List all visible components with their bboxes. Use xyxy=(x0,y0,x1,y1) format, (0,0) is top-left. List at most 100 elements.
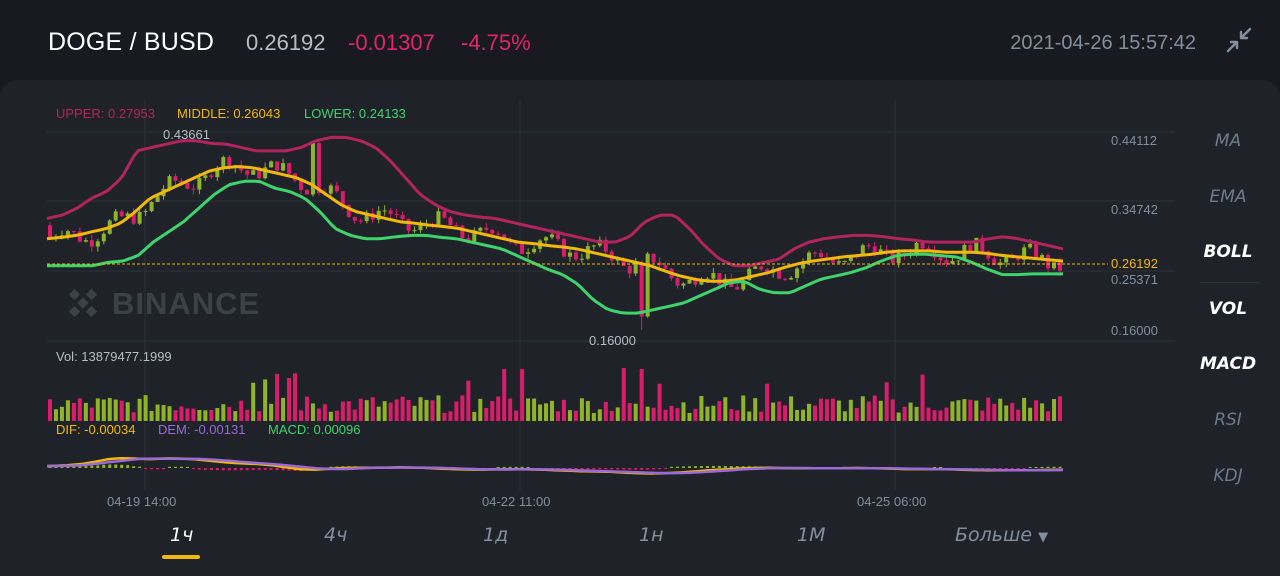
indicator-kdj[interactable]: KDJ xyxy=(1213,466,1243,486)
candle-body xyxy=(65,231,70,236)
macd-histogram-bar xyxy=(168,466,172,468)
macd-histogram-bar xyxy=(580,468,584,470)
candle-body xyxy=(442,211,447,218)
interval-more[interactable]: Больше ▼ xyxy=(955,524,1048,546)
interval-1d[interactable]: 1д xyxy=(483,524,509,546)
candle-body xyxy=(579,258,584,260)
macd-histogram-bar xyxy=(287,468,291,471)
volume-bar xyxy=(275,373,280,421)
volume-bar xyxy=(1058,396,1063,421)
macd-histogram-bar xyxy=(191,468,195,470)
macd-histogram-bar xyxy=(508,466,512,468)
candle-body xyxy=(992,258,997,266)
more-label: Больше xyxy=(955,524,1033,546)
macd-histogram-bar xyxy=(96,465,100,468)
candle-body xyxy=(227,157,232,168)
interval-1w[interactable]: 1н xyxy=(639,524,664,546)
volume-bar xyxy=(269,403,274,421)
candle-body xyxy=(795,268,800,278)
indicator-rsi[interactable]: RSI xyxy=(1214,410,1242,430)
candle-body xyxy=(346,204,351,217)
candle-body xyxy=(777,269,782,279)
volume-bar xyxy=(59,406,64,421)
indicator-ema[interactable]: EMA xyxy=(1209,187,1247,207)
price-tick: 0.25371 xyxy=(1111,272,1158,287)
indicator-macd[interactable]: MACD xyxy=(1200,354,1257,374)
volume-bar xyxy=(406,400,411,421)
macd-histogram-bar xyxy=(711,465,715,468)
volume-bar xyxy=(950,401,955,421)
candle-body xyxy=(316,143,321,194)
candle-body xyxy=(197,178,202,190)
candle-body xyxy=(866,245,871,247)
macd-histogram-bar xyxy=(652,468,656,470)
macd-histogram-bar xyxy=(275,468,279,471)
volume-bar xyxy=(83,402,88,421)
volume-bar xyxy=(221,404,226,421)
indicator-ma[interactable]: MA xyxy=(1214,131,1242,151)
volume-bar xyxy=(705,406,710,421)
volume-bar xyxy=(334,410,339,421)
candle-body xyxy=(753,266,758,269)
price-tick: 0.16000 xyxy=(1111,323,1158,338)
candle-body xyxy=(663,265,668,269)
candle-body xyxy=(376,210,381,220)
volume-bar xyxy=(801,409,806,421)
macd-histogram-bar xyxy=(126,465,130,468)
volume-bar xyxy=(639,369,644,421)
candle-body xyxy=(591,245,596,247)
volume-bar xyxy=(299,410,303,421)
candle-body xyxy=(412,230,417,232)
candle-body xyxy=(807,252,811,262)
volume-bar xyxy=(418,397,423,421)
macd-histogram-bar xyxy=(257,468,261,470)
candle-body xyxy=(382,210,387,212)
volume-bar xyxy=(651,407,656,421)
high-marker: 0.43661 xyxy=(163,127,210,142)
interval-1m[interactable]: 1М xyxy=(797,524,826,546)
volume-bar xyxy=(603,401,608,421)
volume-bar xyxy=(424,399,429,421)
candle-body xyxy=(95,241,100,247)
collapse-icon[interactable] xyxy=(1226,27,1252,53)
volume-bar xyxy=(227,406,232,421)
volume-bar xyxy=(992,403,997,421)
volume-bar xyxy=(340,401,345,421)
candle-body xyxy=(1040,255,1045,258)
volume-bar xyxy=(1022,397,1027,421)
price-tick: 0.44112 xyxy=(1111,133,1157,148)
volume-bar xyxy=(550,400,555,421)
indicator-vol[interactable]: VOL xyxy=(1208,299,1248,319)
macd-histogram-bar xyxy=(1022,468,1026,470)
candle-body xyxy=(340,191,345,205)
candle-body xyxy=(544,237,549,241)
time-tick: 04-22 11:00 xyxy=(482,494,550,509)
volume-bar xyxy=(544,403,549,421)
candle-body xyxy=(735,287,740,290)
volume-bar xyxy=(454,401,459,421)
candle-body xyxy=(645,253,650,317)
interval-4h[interactable]: 4ч xyxy=(324,524,348,546)
indicator-boll[interactable]: BOLL xyxy=(1203,242,1253,262)
candle-body xyxy=(765,269,770,273)
candle-body xyxy=(406,218,411,231)
volume-bar xyxy=(376,406,381,421)
volume-bar xyxy=(908,402,913,421)
volume-bar xyxy=(980,410,985,421)
candle-body xyxy=(131,213,136,224)
candle-body xyxy=(167,176,172,189)
interval-1h[interactable]: 1ч xyxy=(170,524,194,546)
macd-histogram-bar xyxy=(209,468,213,471)
candle-body xyxy=(352,216,357,221)
volume-bar xyxy=(735,410,740,421)
boll-lower-line xyxy=(47,179,1063,315)
volume-bar xyxy=(233,411,238,421)
macd-histogram-bar xyxy=(717,465,721,468)
volume-bar xyxy=(251,382,256,421)
volume-bar xyxy=(239,400,244,421)
candle-body xyxy=(460,225,465,239)
volume-bar xyxy=(245,409,250,421)
macd-histogram-bar xyxy=(239,468,243,471)
volume-bar xyxy=(627,403,632,421)
